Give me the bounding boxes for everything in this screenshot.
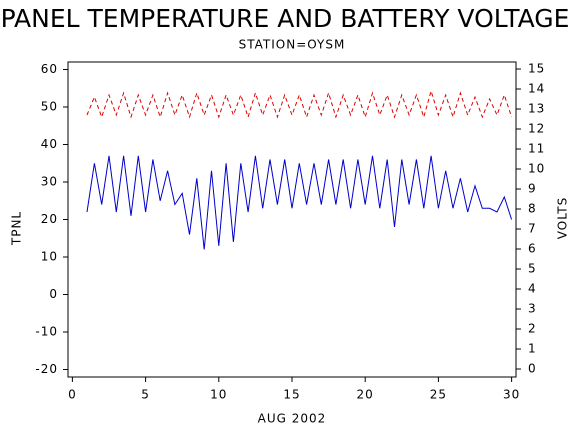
y2-tick-label: 13 <box>528 102 545 116</box>
y2-tick-label: 11 <box>528 142 545 156</box>
y-tick-label: 60 <box>41 62 58 76</box>
x-tick-label: 25 <box>430 388 447 402</box>
y-tick-label: 50 <box>41 100 58 114</box>
y-tick-label: -20 <box>35 362 58 376</box>
y-tick-label: 40 <box>41 137 58 151</box>
y-tick-label: 10 <box>41 250 58 264</box>
y-axis-label: TPNL <box>10 211 24 246</box>
y2-tick-label: 1 <box>528 342 537 356</box>
x-tick-label: 20 <box>357 388 374 402</box>
x-tick-label: 15 <box>283 388 300 402</box>
y-tick-label: 0 <box>49 287 58 301</box>
y-tick-label: -10 <box>35 325 58 339</box>
chart-title: PANEL TEMPERATURE AND BATTERY VOLTAGE <box>1 4 570 33</box>
y2-tick-label: 6 <box>528 242 537 256</box>
y2-tick-label: 14 <box>528 82 545 96</box>
y2-tick-label: 8 <box>528 202 537 216</box>
plot-frame <box>67 61 517 378</box>
x-tick-label: 0 <box>68 388 77 402</box>
y2-tick-label: 10 <box>528 162 545 176</box>
y-tick-label: 30 <box>41 175 58 189</box>
y2-tick-label: 9 <box>528 182 537 196</box>
y2-tick-label: 4 <box>528 282 537 296</box>
y2-tick-label: 2 <box>528 322 537 336</box>
x-tick-label: 5 <box>141 388 150 402</box>
series-line <box>86 155 513 250</box>
y2-tick-label: 15 <box>528 62 545 76</box>
y2-axis-label: VOLTS <box>556 197 570 239</box>
y2-tick-label: 5 <box>528 262 537 276</box>
x-tick-label: 30 <box>503 388 520 402</box>
chart-subtitle: STATION=OYSM <box>239 38 346 52</box>
y2-tick-label: 0 <box>528 362 537 376</box>
y-tick-label: 20 <box>41 212 58 226</box>
y2-tick-label: 3 <box>528 302 537 316</box>
series-line <box>86 89 513 119</box>
y2-tick-label: 12 <box>528 122 545 136</box>
x-axis-label: AUG 2002 <box>258 412 327 426</box>
y2-tick-label: 7 <box>528 222 537 236</box>
x-tick-label: 10 <box>210 388 227 402</box>
